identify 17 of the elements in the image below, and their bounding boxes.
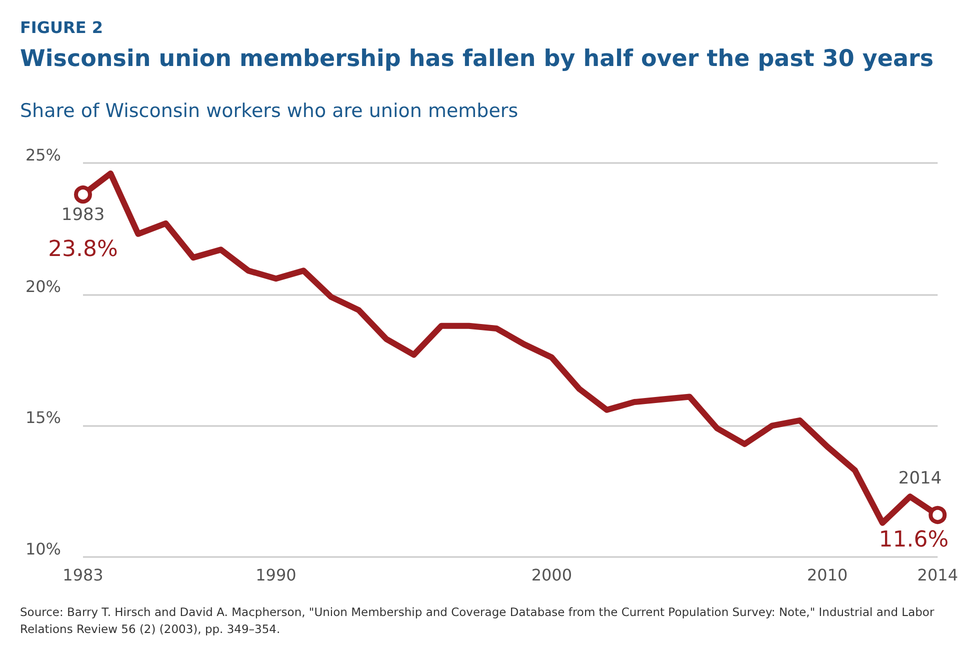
y-tick-label: 10% [25,540,61,558]
source-note: Source: Barry T. Hirsch and David A. Macpherson, "Union Membership and Coverage Database from the Current Population Survey: Note," Industrial and Labor Relations Review 56 (2) (2003), pp. 349–354. [20,604,936,638]
x-tick-label: 2000 [531,566,572,584]
y-tick-label: 15% [25,408,61,428]
x-tick-label: 1990 [256,566,296,584]
caption: FIGURE 2 [20,18,103,37]
x-tick-label: 1983 [62,566,104,584]
chart-subtitle: Share of Wisconsin workers who are union members [20,100,518,122]
annotation: 2014 [898,468,942,488]
x-tick-label: 2010 [807,566,848,584]
y-tick-label: 20% [25,276,61,296]
y-tick-label: 25% [25,146,61,164]
data-label: 23.8% [48,237,118,262]
data-label: 11.6% [878,527,949,552]
x-tick-label: 2014 [917,566,958,584]
chart-title: Wisconsin union membership has fallen by half over the past 30 years [20,46,934,72]
annotation: 1983 [61,205,105,226]
